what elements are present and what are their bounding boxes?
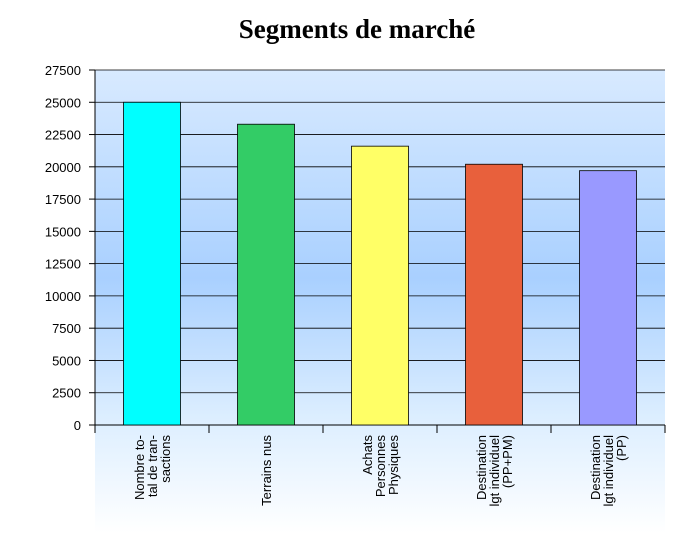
y-tick-label: 0 bbox=[74, 418, 81, 433]
bar bbox=[579, 170, 637, 426]
y-tick-label: 17500 bbox=[45, 192, 81, 207]
y-tick-label: 2500 bbox=[52, 386, 81, 401]
y-tick-label: 15000 bbox=[45, 224, 81, 239]
y-tick-label: 22500 bbox=[45, 128, 81, 143]
bar bbox=[351, 145, 409, 426]
bar bbox=[465, 163, 523, 426]
bar bbox=[237, 123, 295, 426]
y-tick-label: 20000 bbox=[45, 160, 81, 175]
x-tick-label: Destinationlgt individuel(PP+PM) bbox=[474, 435, 515, 507]
y-tick-label: 7500 bbox=[52, 321, 81, 336]
y-tick-label: 12500 bbox=[45, 257, 81, 272]
bar bbox=[123, 101, 181, 426]
y-tick-label: 27500 bbox=[45, 63, 81, 78]
y-tick-label: 25000 bbox=[45, 95, 81, 110]
chart-title: Segments de marché bbox=[239, 14, 475, 44]
x-tick-label: Destinationlgt individuel(PP) bbox=[588, 435, 629, 507]
y-tick-label: 10000 bbox=[45, 289, 81, 304]
x-tick-label: AchatsPersonnesPhysiques bbox=[360, 435, 401, 498]
x-tick-label: Nombre to-tal de tran-sactions bbox=[132, 435, 173, 501]
x-tick-label: Terrains nus bbox=[259, 435, 274, 506]
y-tick-label: 5000 bbox=[52, 353, 81, 368]
